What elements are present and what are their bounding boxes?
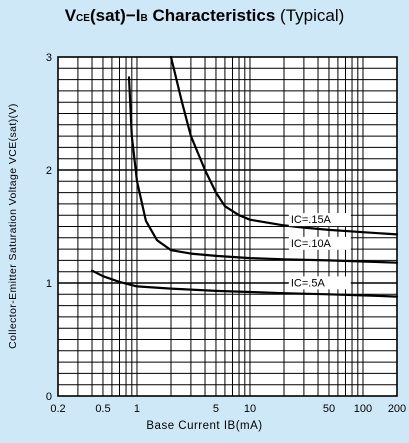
curve-label: IC=.5A — [291, 277, 326, 289]
y-tick-label: 3 — [46, 52, 52, 64]
curve-label: IC=.15A — [291, 214, 332, 226]
x-tick-label: 1 — [134, 403, 140, 415]
x-tick-label: 5 — [213, 403, 219, 415]
x-axis-label: Base Current IB(mA) — [146, 420, 263, 432]
curve-label-background — [288, 276, 351, 290]
plot-frame — [57, 56, 398, 397]
series-curve-3 — [90, 269, 399, 298]
x-tick-label: 100 — [354, 403, 372, 415]
x-tick-label: 0.5 — [95, 403, 110, 415]
y-tick-label: 1 — [46, 278, 52, 290]
curve-label-background — [288, 213, 351, 227]
curve-label: IC=.10A — [291, 238, 332, 250]
curve-label-background — [288, 236, 351, 250]
y-tick-label: 2 — [46, 165, 52, 177]
chart-title: VCE(sat)−IB Characteristics (Typical) — [64, 6, 345, 25]
x-tick-label: 10 — [244, 403, 256, 415]
x-tick-label: 200 — [388, 403, 406, 415]
series-curve-2 — [127, 76, 399, 264]
y-tick-label: 0 — [46, 391, 52, 403]
series-curve-1 — [169, 55, 399, 236]
x-tick-label: 50 — [323, 403, 335, 415]
x-tick-label: 0.2 — [50, 403, 65, 415]
